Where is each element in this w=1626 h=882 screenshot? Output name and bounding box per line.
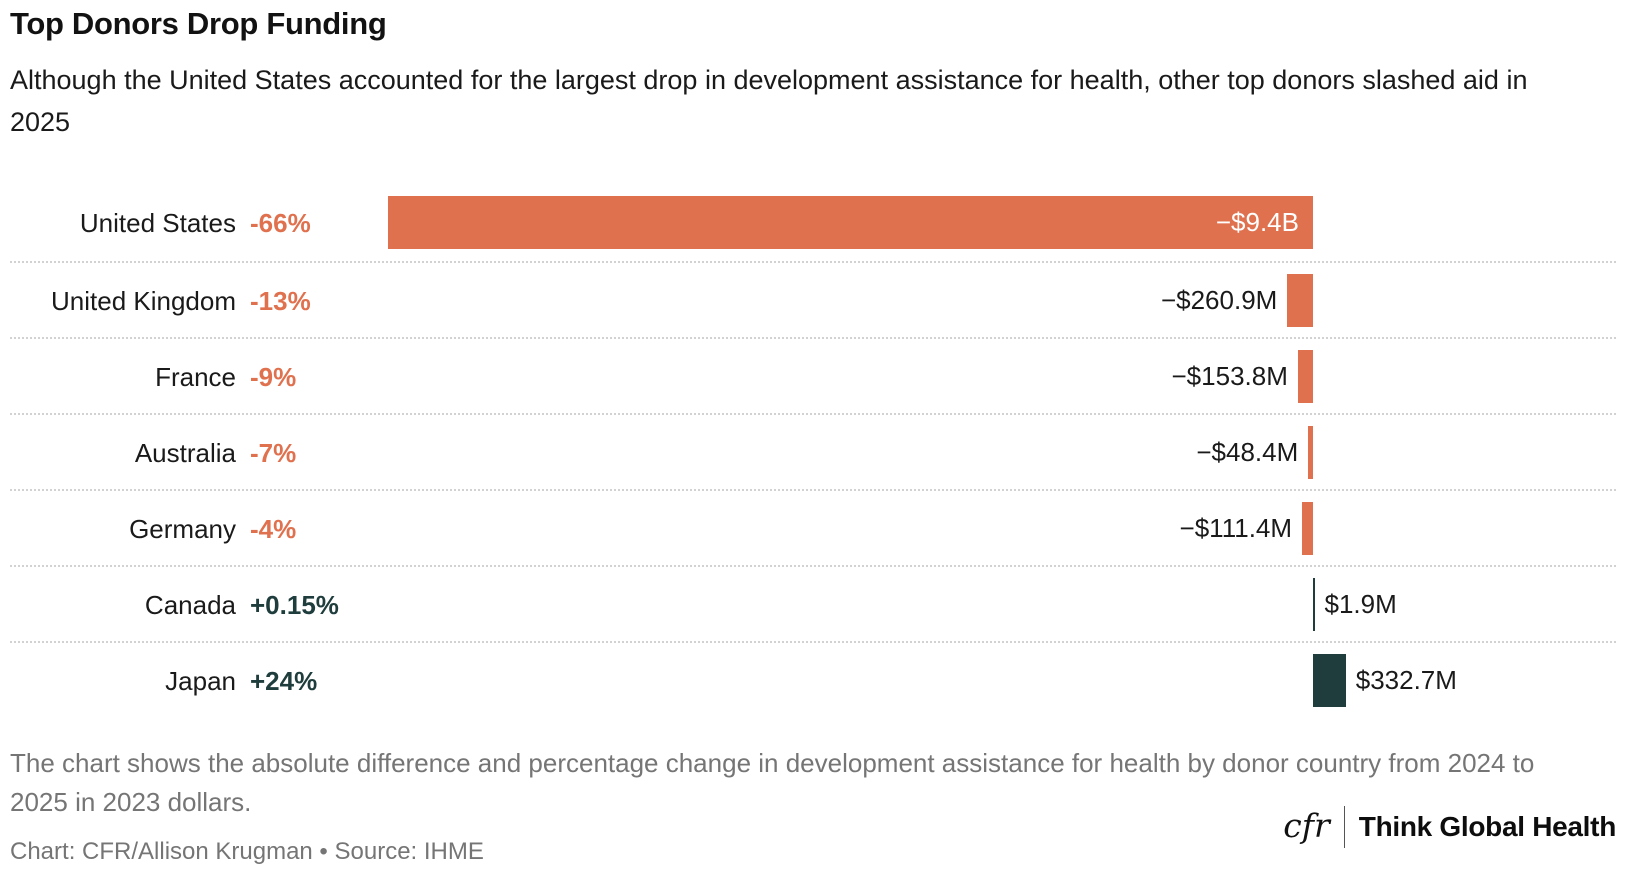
chart-row: United States -66% −$9.4B: [10, 185, 1616, 261]
value-label: $1.9M: [1324, 589, 1397, 619]
bar: [1313, 578, 1315, 631]
bar: [388, 196, 1313, 249]
value-label: −$48.4M: [1196, 437, 1299, 467]
pct-change-label: -13%: [250, 286, 311, 316]
pct-change-label: -9%: [250, 362, 297, 392]
country-label: United States: [79, 208, 236, 238]
country-label: Germany: [129, 514, 236, 544]
pct-change-label: -4%: [250, 514, 297, 544]
chart-row: Germany -4% −$111.4M: [10, 489, 1616, 565]
chart-subtitle: Although the United States accounted for…: [10, 65, 1528, 137]
bar: [1313, 654, 1346, 707]
bar: [1297, 350, 1313, 403]
chart-footnote: The chart shows the absolute difference …: [10, 748, 1535, 817]
publisher-logo: cfr Think Global Health: [1283, 806, 1616, 848]
bar-chart: United States -66% −$9.4B United Kingdom…: [10, 185, 1616, 717]
chart-row: France -9% −$153.8M: [10, 337, 1616, 413]
chart-title: Top Donors Drop Funding: [10, 6, 387, 41]
bar: [1287, 274, 1313, 327]
chart-credit: Chart: CFR/Allison Krugman • Source: IHM…: [10, 838, 484, 865]
pct-change-label: +0.15%: [250, 590, 339, 620]
chart-row: Japan +24% $332.7M: [10, 641, 1616, 717]
pct-change-label: -66%: [250, 208, 311, 238]
value-label: −$111.4M: [1179, 513, 1293, 543]
country-label: France: [155, 362, 236, 392]
logo-divider: [1343, 806, 1345, 848]
country-label: Australia: [134, 438, 236, 468]
country-label: Canada: [144, 590, 236, 620]
bar: [1302, 502, 1313, 555]
value-label: −$9.4B: [1215, 207, 1299, 237]
value-label: −$153.8M: [1171, 361, 1288, 391]
country-label: Japan: [165, 666, 236, 696]
chart-row: United Kingdom -13% −$260.9M: [10, 261, 1616, 337]
value-label: −$260.9M: [1160, 285, 1278, 315]
chart-row: Australia -7% −$48.4M: [10, 413, 1616, 489]
pct-change-label: +24%: [250, 666, 318, 696]
value-label: $332.7M: [1355, 665, 1457, 695]
country-label: United Kingdom: [51, 286, 236, 316]
bar: [1308, 426, 1313, 479]
chart-row: Canada +0.15% $1.9M: [10, 565, 1616, 641]
think-global-health-logo: Think Global Health: [1358, 811, 1617, 842]
pct-change-label: -7%: [250, 438, 297, 468]
cfr-logo: cfr: [1283, 805, 1330, 845]
